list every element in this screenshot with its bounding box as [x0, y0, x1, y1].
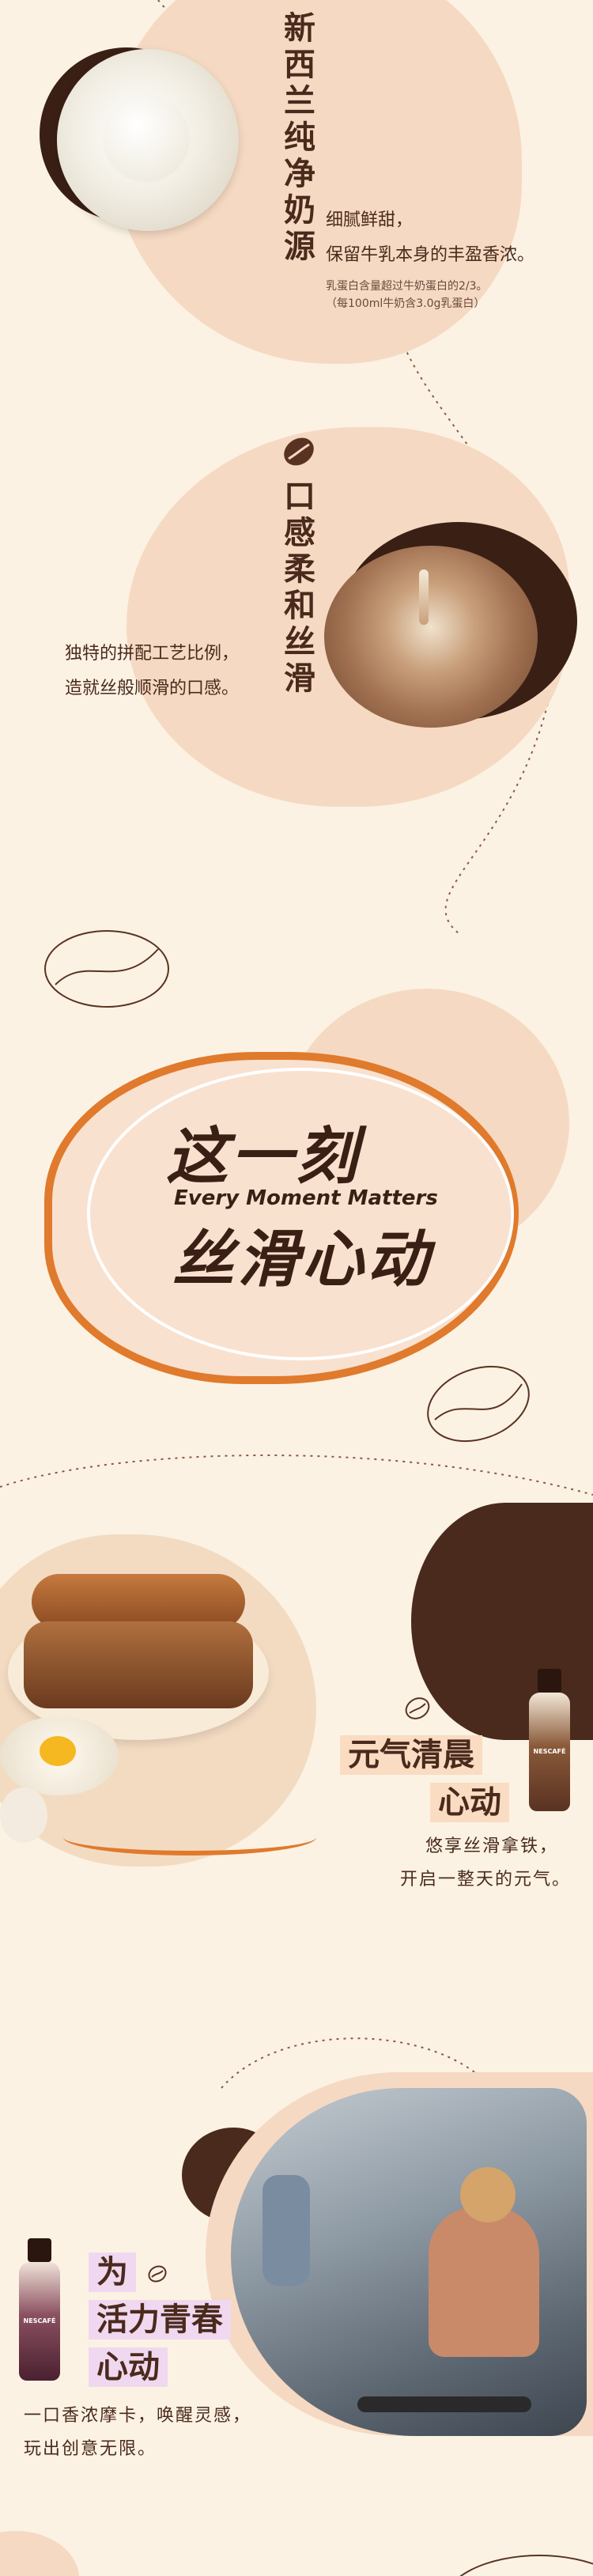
section1-line1: 细腻鲜甜，	[326, 210, 414, 230]
skateboard-photo	[231, 2088, 587, 2436]
section1-line2: 保留牛乳本身的丰盈香浓。	[326, 245, 535, 265]
section2-line2: 造就丝般顺滑的口感。	[65, 679, 240, 698]
section5-line1: 一口香浓摩卡，唤醒灵感，	[24, 2406, 252, 2426]
coffee-bean-icon	[284, 437, 314, 466]
slogan-title2: 丝滑心动	[172, 1224, 432, 1296]
section4-line1: 悠享丝滑拿铁，	[425, 1836, 559, 1856]
section4-line2: 开启一整天的元气。	[400, 1870, 572, 1889]
white-ring-decoration	[87, 1068, 514, 1360]
section5-title1: 活力青春	[89, 2294, 231, 2340]
section4-title1: 元气清晨	[340, 1729, 482, 1775]
latte-bottle-image: NESCAFÉ	[526, 1669, 573, 1811]
coffee-bean-small-icon	[405, 1697, 430, 1719]
section5-title2: 心动	[89, 2341, 168, 2387]
section1-title: 新西兰纯净奶源	[278, 11, 315, 266]
bread-loaf-image	[32, 1574, 245, 1629]
section2-line1: 独特的拼配工艺比例，	[65, 644, 240, 664]
bread-loaf-image-2	[24, 1621, 253, 1708]
latte-image	[324, 546, 538, 728]
section4-title2: 心动	[430, 1776, 509, 1822]
mocha-bottle-image: NESCAFÉ	[16, 2238, 63, 2381]
milk-splash-image	[57, 49, 239, 231]
orange-curve-decoration	[63, 1819, 316, 1855]
egg-image	[0, 1787, 47, 1843]
egg-bowl-image	[0, 1716, 119, 1795]
section1-note2: （每100ml牛奶含3.0g乳蛋白）	[326, 297, 485, 310]
slogan-subtitle: Every Moment Matters	[174, 1186, 438, 1210]
section2-title: 口感柔和丝滑	[278, 479, 315, 698]
section1-note1: 乳蛋白含量超过牛奶蛋白的2/3。	[326, 280, 488, 293]
section4-prefix: 为	[473, 1689, 504, 1726]
section5-line2: 玩出创意无限。	[24, 2439, 157, 2459]
slogan-title1: 这一刻	[166, 1122, 361, 1193]
section5-title-row1: 为	[89, 2246, 136, 2292]
coffee-bean-outline-icon-2	[427, 1365, 530, 1443]
coffee-bean-tiny-icon	[148, 2265, 167, 2283]
coffee-bean-outline-icon	[44, 930, 169, 1008]
